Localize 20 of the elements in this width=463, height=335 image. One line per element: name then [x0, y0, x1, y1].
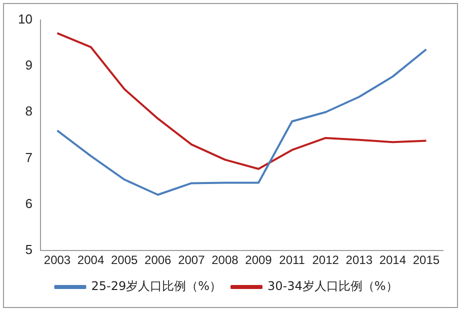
y-tick-label: 8: [25, 104, 32, 119]
x-tick-label: 2008: [212, 253, 239, 268]
y-tick-label: 9: [25, 58, 32, 73]
x-tick-label: 2003: [44, 253, 71, 268]
x-tick-label: 2015: [412, 253, 440, 268]
x-tick-label: 2013: [346, 253, 373, 268]
x-tick-label: 2011: [279, 253, 306, 268]
x-tick-label: 2007: [178, 253, 206, 268]
y-tick-label: 10: [18, 11, 32, 26]
x-tick-label: 2009: [245, 253, 272, 268]
y-tick-label: 7: [25, 150, 32, 165]
legend-label: 25-29岁人口比例（%）: [91, 279, 222, 294]
x-tick-label: 2014: [379, 253, 406, 268]
y-tick-label: 6: [25, 196, 32, 212]
x-tick-label: 2005: [110, 253, 138, 268]
x-tick-label: 2006: [144, 253, 172, 268]
x-tick-label: 2012: [312, 253, 340, 268]
x-tick-label: 2004: [77, 253, 104, 268]
legend-label: 30-34岁人口比例（%）: [268, 279, 398, 294]
y-tick-label: 5: [25, 242, 32, 258]
